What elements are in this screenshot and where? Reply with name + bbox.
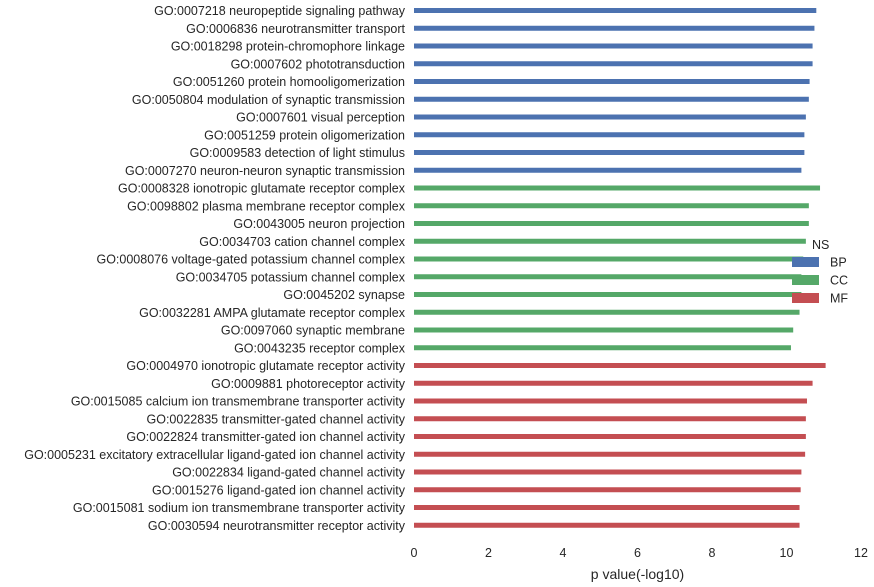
category-label: GO:0005231 excitatory extracellular liga… — [24, 448, 406, 462]
category-label: GO:0007602 phototransduction — [231, 57, 405, 71]
x-tick-label: 8 — [709, 546, 716, 560]
bar-cc — [414, 292, 802, 297]
category-label: GO:0097060 synaptic membrane — [221, 324, 405, 338]
category-label: GO:0051260 protein homooligomerization — [173, 75, 405, 89]
category-label: GO:0043235 receptor complex — [234, 341, 406, 355]
category-label: GO:0004970 ionotropic glutamate receptor… — [126, 359, 405, 373]
x-tick-label: 0 — [411, 546, 418, 560]
bar-mf — [414, 487, 801, 493]
x-tick-label: 2 — [485, 546, 492, 560]
x-tick-label: 10 — [780, 546, 794, 560]
category-label: GO:0030594 neurotransmitter receptor act… — [148, 519, 406, 533]
category-labels: GO:0007218 neuropeptide signaling pathwa… — [24, 4, 406, 533]
category-label: GO:0007270 neuron-neuron synaptic transm… — [125, 164, 405, 178]
bar-bp — [414, 114, 806, 120]
legend-label-bp: BP — [830, 256, 847, 270]
bar-mf — [414, 363, 826, 368]
bar-mf — [414, 451, 806, 457]
bar-cc — [414, 345, 791, 351]
category-label: GO:0015276 ligand-gated ion channel acti… — [152, 483, 406, 497]
category-label: GO:0022824 transmitter-gated ion channel… — [126, 430, 405, 444]
category-label: GO:0009583 detection of light stimulus — [190, 146, 405, 160]
category-label: GO:0034705 potassium channel complex — [176, 270, 406, 284]
category-label: GO:0018298 protein-chromophore linkage — [171, 40, 405, 54]
x-tick-label: 4 — [560, 546, 567, 560]
bar-mf — [414, 522, 800, 528]
legend-title: NS — [812, 238, 829, 252]
bar-bp — [414, 167, 802, 173]
category-label: GO:0050804 modulation of synaptic transm… — [132, 93, 405, 107]
bar-cc — [414, 221, 809, 226]
legend-label-cc: CC — [830, 274, 848, 288]
category-label: GO:0045202 synapse — [283, 288, 405, 302]
bar-cc — [414, 256, 804, 262]
bar-mf — [414, 469, 802, 475]
bar-cc — [414, 238, 806, 244]
bar-bp — [414, 79, 810, 84]
bar-bp — [414, 96, 809, 102]
category-label: GO:0022834 ligand-gated channel activity — [172, 466, 406, 480]
legend-swatch-cc — [792, 275, 819, 285]
legend: NS BP CC MF — [792, 238, 848, 306]
bar-bp — [414, 132, 805, 138]
bar-mf — [414, 416, 806, 422]
category-label: GO:0006836 neurotransmitter transport — [186, 22, 405, 36]
bar-bp — [414, 61, 813, 67]
category-label: GO:0009881 photoreceptor activity — [211, 377, 406, 391]
category-label: GO:0008328 ionotropic glutamate receptor… — [118, 182, 406, 196]
legend-swatch-bp — [792, 257, 819, 267]
category-label: GO:0008076 voltage-gated potassium chann… — [96, 253, 405, 267]
x-tick-label: 12 — [854, 546, 868, 560]
bar-mf — [414, 434, 806, 439]
bar-mf — [414, 505, 800, 510]
category-label: GO:0015085 calcium ion transmembrane tra… — [71, 395, 406, 409]
bar-cc — [414, 309, 800, 315]
bar-bp — [414, 8, 817, 13]
legend-label-mf: MF — [830, 292, 848, 306]
bars-layer — [414, 8, 826, 528]
category-label: GO:0098802 plasma membrane receptor comp… — [127, 199, 406, 213]
category-label: GO:0032281 AMPA glutamate receptor compl… — [139, 306, 406, 320]
bar-bp — [414, 150, 805, 155]
category-label: GO:0034703 cation channel complex — [199, 235, 405, 249]
legend-swatch-mf — [792, 293, 819, 303]
bar-cc — [414, 327, 794, 333]
x-axis-title: p value(-log10) — [591, 566, 684, 582]
category-label: GO:0043005 neuron projection — [233, 217, 405, 231]
category-label: GO:0007601 visual perception — [236, 111, 405, 125]
x-axis: 0 2 4 6 8 10 12 — [411, 546, 868, 560]
category-label: GO:0015081 sodium ion transmembrane tran… — [73, 501, 406, 515]
bar-cc — [414, 274, 802, 280]
x-tick-label: 6 — [634, 546, 641, 560]
bar-cc — [414, 203, 809, 209]
category-label: GO:0007218 neuropeptide signaling pathwa… — [154, 4, 406, 18]
bar-bp — [414, 25, 815, 31]
bar-mf — [414, 380, 813, 386]
bar-cc — [414, 185, 821, 191]
category-label: GO:0022835 transmitter-gated channel act… — [147, 412, 406, 426]
bar-mf — [414, 398, 807, 404]
bar-bp — [414, 43, 813, 49]
category-label: GO:0051259 protein oligomerization — [204, 128, 405, 142]
